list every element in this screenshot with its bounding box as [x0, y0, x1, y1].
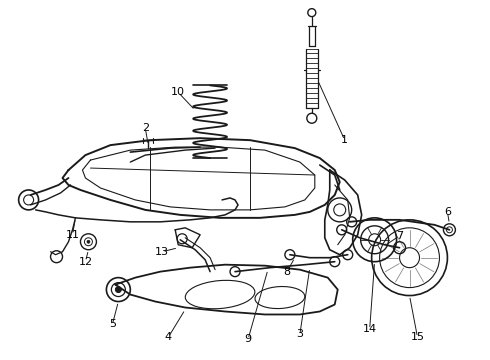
Text: 10: 10 [171, 87, 185, 97]
Text: 12: 12 [78, 257, 93, 267]
Circle shape [87, 240, 90, 243]
Text: 8: 8 [283, 267, 291, 276]
Text: 3: 3 [296, 329, 303, 339]
Text: 1: 1 [341, 135, 348, 145]
Text: 7: 7 [396, 231, 403, 241]
Text: 4: 4 [165, 332, 172, 342]
Text: 2: 2 [142, 123, 149, 133]
Text: 5: 5 [109, 319, 116, 329]
Text: 13: 13 [155, 247, 169, 257]
Text: 6: 6 [444, 207, 451, 217]
Text: 9: 9 [245, 334, 251, 345]
Text: 15: 15 [411, 332, 424, 342]
Circle shape [115, 287, 122, 293]
Text: 14: 14 [363, 324, 377, 334]
Text: 11: 11 [66, 230, 79, 240]
